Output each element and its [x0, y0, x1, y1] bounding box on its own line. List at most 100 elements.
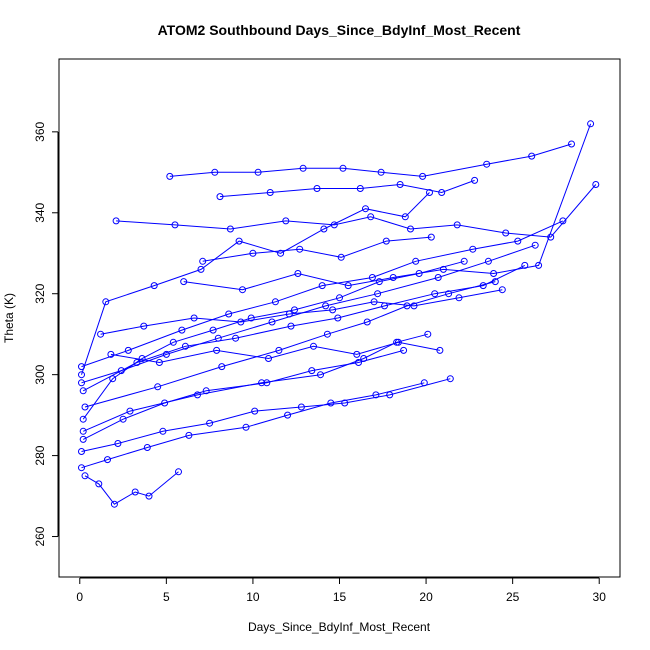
data-point — [424, 330, 432, 338]
data-point — [247, 314, 255, 322]
data-point — [126, 407, 134, 415]
data-point — [155, 359, 163, 366]
data-point — [169, 338, 177, 346]
data-point — [78, 371, 85, 379]
data-point — [330, 221, 338, 229]
series-line — [219, 179, 475, 198]
data-point — [232, 334, 240, 342]
data-point — [344, 282, 352, 290]
data-point — [362, 205, 369, 213]
data-point — [102, 298, 110, 306]
data-point — [181, 342, 189, 350]
data-point — [143, 444, 151, 451]
data-point — [531, 241, 539, 249]
data-point — [483, 160, 491, 168]
data-point — [291, 306, 298, 314]
data-point — [420, 379, 428, 387]
data-point — [190, 314, 198, 322]
data-series — [79, 257, 468, 423]
data-point — [81, 472, 89, 480]
data-point — [367, 213, 375, 221]
data-point — [131, 488, 139, 496]
data-series — [79, 261, 529, 395]
data-point — [547, 233, 555, 241]
data-point — [242, 423, 250, 431]
data-point — [171, 221, 179, 229]
data-point — [498, 286, 506, 294]
data-point — [79, 435, 87, 443]
data-point — [375, 278, 383, 286]
data-point — [284, 411, 292, 419]
data-point — [535, 261, 543, 269]
data-point — [81, 403, 89, 411]
data-point — [299, 164, 307, 172]
x-tick-label: 10 — [246, 590, 260, 604]
data-point — [97, 330, 105, 338]
data-point — [318, 282, 326, 290]
data-series — [79, 330, 432, 435]
data-point — [140, 322, 148, 330]
data-point — [78, 464, 85, 472]
data-point — [412, 257, 420, 265]
data-point — [154, 383, 162, 391]
series-line — [84, 471, 179, 505]
series-line — [84, 281, 496, 408]
x-tick-label: 30 — [593, 590, 607, 604]
data-point — [95, 480, 103, 488]
data-point — [329, 306, 337, 314]
series-line — [83, 333, 428, 432]
data-point — [401, 213, 409, 221]
data-point — [360, 355, 368, 362]
data-point — [426, 189, 433, 196]
data-point — [119, 415, 127, 423]
x-tick-label: 15 — [333, 590, 347, 604]
data-series — [180, 120, 595, 294]
data-point — [297, 403, 305, 411]
data-point — [310, 342, 317, 350]
data-series — [97, 286, 506, 338]
series-line — [81, 382, 425, 469]
y-tick-label: 300 — [33, 364, 47, 384]
data-point — [353, 350, 361, 358]
data-point — [320, 225, 328, 233]
y-axis-label: Theta (K) — [2, 293, 16, 343]
plot-frame — [58, 58, 621, 578]
data-point — [382, 237, 390, 245]
data-point — [218, 363, 226, 371]
data-point — [110, 500, 118, 508]
data-point — [308, 367, 316, 375]
series-line — [81, 244, 536, 384]
data-point — [389, 274, 397, 281]
data-point — [568, 140, 575, 148]
data-point — [197, 265, 205, 273]
data-point — [339, 164, 347, 172]
x-tick-label: 25 — [506, 590, 520, 604]
data-point — [514, 237, 522, 245]
data-point — [491, 278, 499, 286]
data-point — [104, 456, 111, 464]
data-point — [124, 346, 132, 354]
x-axis-label: Days_Since_BdyInf_Most_Recent — [248, 620, 431, 634]
data-point — [237, 318, 245, 326]
data-point — [117, 367, 125, 375]
data-point — [436, 346, 444, 354]
data-point — [438, 189, 446, 196]
data-point — [355, 359, 362, 366]
data-point — [327, 399, 335, 407]
x-tick-label: 5 — [163, 590, 170, 604]
series-line — [81, 192, 430, 375]
data-point — [282, 217, 290, 225]
data-point — [271, 298, 279, 306]
data-point — [592, 181, 600, 188]
series-line — [81, 220, 564, 368]
data-point — [166, 172, 174, 180]
data-point — [145, 492, 153, 500]
data-point — [214, 334, 222, 342]
x-tick-label: 20 — [419, 590, 433, 604]
data-point — [79, 415, 87, 423]
data-point — [226, 225, 234, 233]
data-point — [439, 265, 447, 273]
data-series — [199, 233, 435, 265]
data-point — [209, 326, 217, 334]
